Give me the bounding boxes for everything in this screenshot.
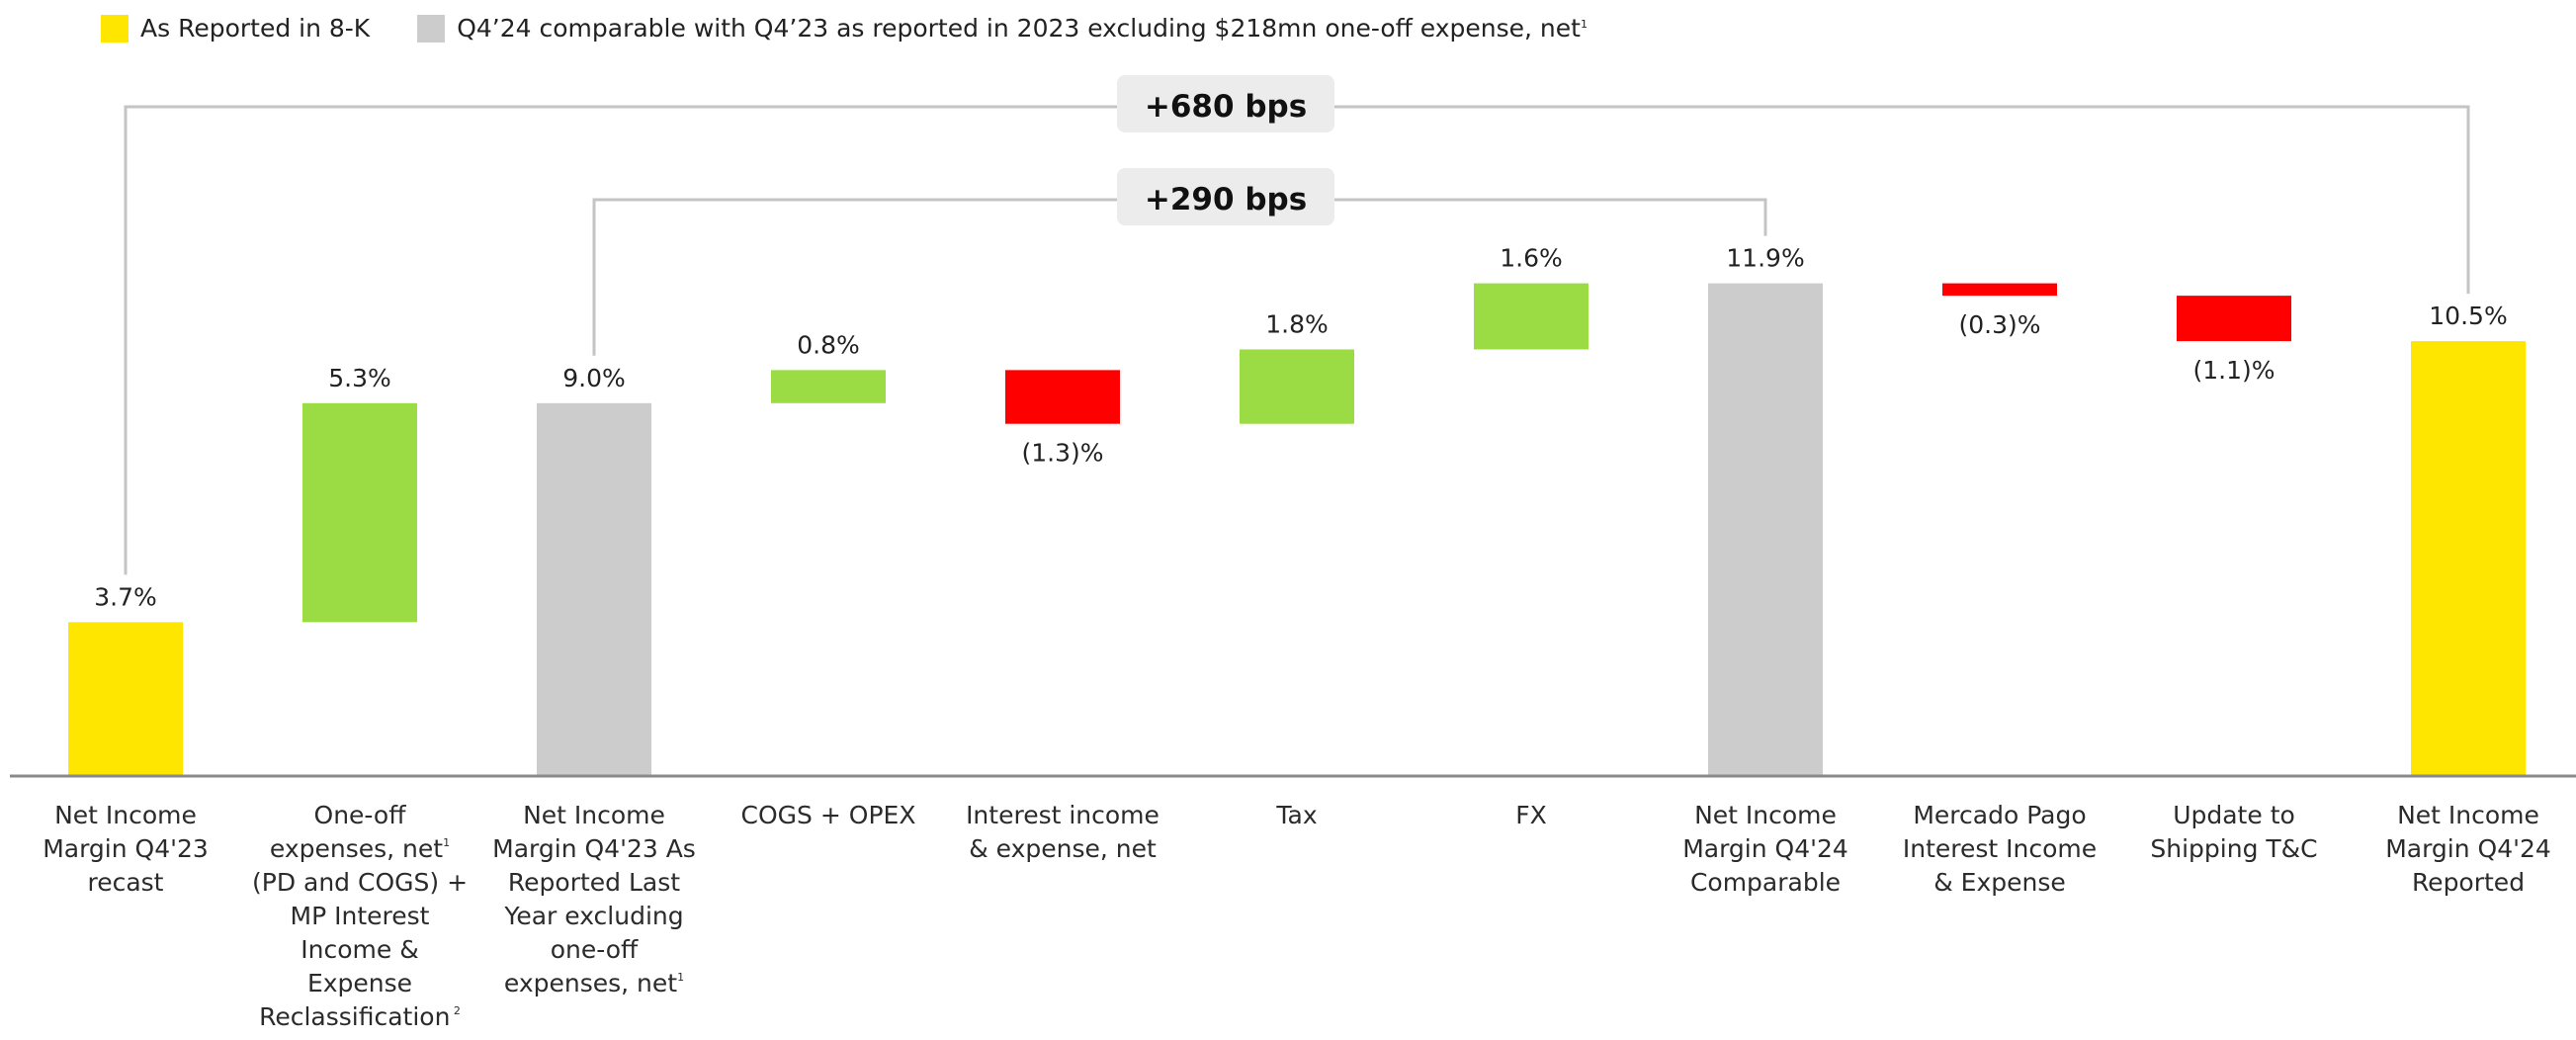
bar-1: [302, 402, 417, 623]
value-label-5: 1.8%: [1265, 309, 1329, 338]
value-label-9: (1.1)%: [2192, 356, 2275, 385]
category-label-8: Mercado Pago Interest Income & Expense: [1902, 801, 2098, 897]
category-label-2: Net Income Margin Q4'23 As Reported Last…: [492, 801, 696, 997]
legend-item-comparable: Q4’24 comparable with Q4’23 as reported …: [417, 14, 1588, 43]
value-label-1: 5.3%: [328, 364, 391, 392]
bar-7: [1708, 283, 1823, 775]
category-label-1: One-off expenses, net1 (PD and COGS) + M…: [251, 801, 469, 1031]
value-label-7: 11.9%: [1726, 244, 1804, 273]
category-label-3: COGS + OPEX: [740, 801, 916, 829]
bracket-badge-0: [1117, 75, 1334, 132]
footnote-mark: 1: [443, 836, 451, 849]
footnote-mark: 1: [677, 971, 685, 984]
category-label-5: Tax: [1276, 801, 1318, 829]
value-label-8: (0.3)%: [1958, 310, 2040, 339]
bar-3: [771, 370, 886, 403]
category-label-0: Net Income Margin Q4'23 recast: [43, 801, 209, 897]
category-label-4: Interest income & expense, net: [966, 801, 1159, 863]
legend-item-reported: As Reported in 8-K: [101, 14, 370, 43]
category-label-9: Update to Shipping T&C: [2150, 801, 2318, 863]
legend-footnote-mark: 1: [1580, 18, 1588, 31]
bracket-label-1: +290 bps: [1145, 182, 1307, 217]
value-label-4: (1.3)%: [1021, 439, 1103, 468]
bar-0: [68, 622, 183, 775]
value-label-0: 3.7%: [94, 582, 157, 611]
legend-swatch-comparable: [417, 14, 446, 43]
category-label-6: FX: [1515, 801, 1547, 829]
bar-6: [1474, 283, 1589, 350]
value-label-6: 1.6%: [1500, 244, 1563, 273]
category-label-7: Net Income Margin Q4'24 Comparable: [1682, 801, 1848, 897]
bar-10: [2411, 341, 2526, 775]
legend-swatch-reported: [101, 14, 129, 43]
bar-4: [1005, 370, 1120, 424]
category-label-10: Net Income Margin Q4'24 Reported: [2385, 801, 2551, 897]
bar-5: [1240, 349, 1354, 424]
value-label-3: 0.8%: [797, 330, 860, 359]
value-label-10: 10.5%: [2429, 302, 2507, 330]
bar-8: [1942, 283, 2057, 297]
bracket-badge-1: [1117, 168, 1334, 225]
legend: As Reported in 8-K Q4’24 comparable with…: [101, 14, 1635, 43]
legend-label-reported: As Reported in 8-K: [140, 14, 371, 43]
bar-2: [537, 402, 651, 775]
bracket-label-0: +680 bps: [1145, 89, 1307, 125]
value-label-2: 9.0%: [562, 364, 626, 392]
legend-label-comparable: Q4’24 comparable with Q4’23 as reported …: [457, 14, 1581, 43]
footnote-mark: 2: [450, 1004, 461, 1017]
bar-9: [2177, 296, 2291, 342]
